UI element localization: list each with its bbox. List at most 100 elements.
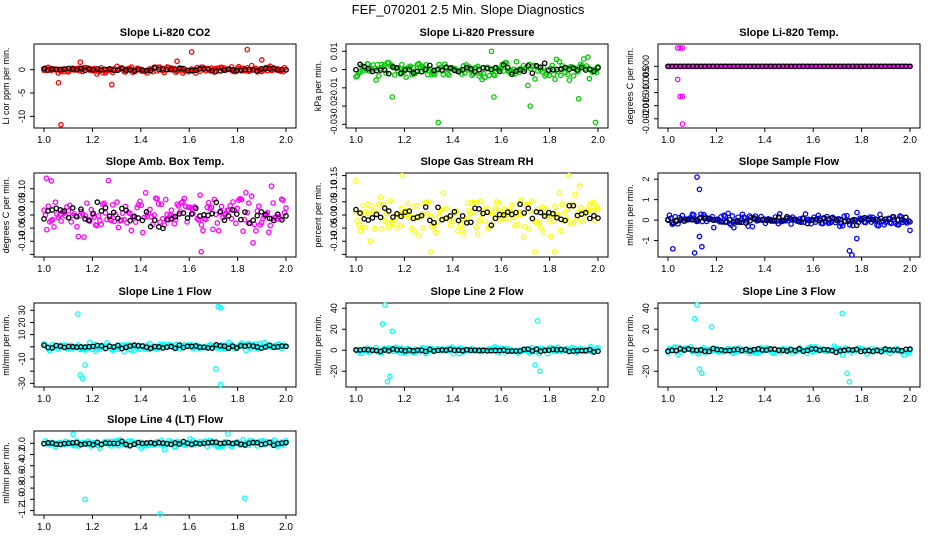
data-point (566, 172, 572, 179)
reference-point (447, 213, 454, 219)
data-point (815, 212, 822, 219)
data-point (436, 213, 442, 220)
data-point (509, 202, 515, 208)
data-point (708, 324, 715, 330)
reference-series (41, 65, 289, 75)
reference-point (796, 218, 803, 225)
reference-point (381, 67, 388, 73)
reference-point (283, 213, 289, 219)
chart-title: Slope Li-820 CO2 (120, 27, 210, 39)
data-point (679, 93, 686, 100)
chart-title: Slope Line 4 (LT) Flow (107, 414, 223, 426)
data-point (699, 243, 705, 250)
data-point (151, 212, 158, 218)
data-point (555, 211, 561, 218)
data-point (408, 225, 415, 232)
data-point (552, 76, 558, 83)
reference-point (213, 199, 220, 206)
reference-point (381, 205, 388, 211)
reference-point (492, 64, 499, 71)
data-point (411, 228, 418, 235)
x-tick-label: 1.4 (134, 264, 148, 275)
y-tick-label: -0.03 (329, 114, 339, 135)
data-series (41, 46, 289, 128)
data-point (524, 201, 531, 208)
reference-point (61, 208, 68, 214)
reference-point (886, 216, 893, 222)
x-tick-label: 1.8 (543, 394, 557, 405)
data-point (157, 219, 163, 225)
reference-series (665, 63, 913, 70)
plot-frame (345, 302, 609, 388)
reference-point (258, 209, 265, 215)
data-point (567, 220, 574, 227)
data-point (590, 199, 597, 206)
reference-point (418, 212, 425, 219)
reference-point (180, 210, 187, 216)
data-point (586, 75, 593, 82)
data-point (566, 77, 573, 83)
x-tick-label: 2.0 (903, 135, 917, 146)
data-point (384, 378, 391, 385)
reference-series (41, 341, 289, 352)
reference-point (279, 217, 285, 223)
reference-point (570, 202, 577, 209)
data-point (474, 231, 481, 237)
data-point (416, 232, 422, 239)
y-tick-label: 2 (641, 177, 651, 182)
reference-point (65, 214, 72, 221)
data-point (679, 121, 686, 127)
data-point (197, 192, 203, 199)
data-point (489, 211, 495, 217)
reference-point (90, 441, 97, 448)
reference-point (903, 214, 909, 221)
data-point (353, 178, 359, 184)
reference-point (114, 215, 121, 222)
data-point (589, 207, 596, 214)
data-point (45, 203, 52, 210)
data-point (389, 328, 396, 335)
reference-series (353, 201, 601, 229)
reference-point (726, 216, 733, 223)
chart-title: Slope Li-820 Temp. (739, 27, 838, 39)
data-point (494, 206, 501, 213)
reference-point (365, 217, 372, 224)
reference-point (394, 65, 400, 71)
data-point (98, 221, 105, 228)
reference-point (353, 206, 359, 213)
data-point (592, 119, 599, 126)
x-tick-label: 1.0 (661, 264, 675, 275)
data-point (570, 72, 577, 79)
x-tick-label: 1.2 (85, 264, 99, 275)
y-tick-label: 0.05 (17, 193, 27, 211)
y-tick-label: 0.000 (641, 55, 651, 78)
y-tick-label: -30 (17, 377, 27, 390)
data-point (357, 227, 364, 234)
data-point (547, 233, 554, 240)
data-point (428, 248, 434, 255)
data-point (368, 202, 375, 209)
reference-series (665, 345, 913, 356)
y-tick-label: 0 (17, 67, 27, 72)
x-tick-label: 1.4 (758, 394, 772, 405)
data-point (556, 58, 563, 65)
x-tick-label: 1.0 (37, 522, 51, 533)
reference-point (890, 214, 897, 220)
y-tick-label: -0.6 (17, 469, 27, 485)
chart-title: Slope Gas Stream RH (420, 156, 533, 168)
reference-point (225, 213, 232, 219)
data-point (565, 71, 571, 78)
y-tick-label: -0.05 (329, 218, 339, 239)
reference-point (426, 62, 433, 69)
chart-title: Slope Line 2 Flow (431, 286, 524, 298)
y-tick-label: -0.05 (17, 218, 27, 239)
data-point (694, 302, 700, 308)
data-point (492, 205, 498, 212)
data-point (846, 378, 853, 385)
data-point (492, 72, 498, 79)
x-tick-label: 1.4 (134, 135, 148, 146)
x-tick-label: 1.4 (446, 135, 460, 146)
reference-point (800, 215, 807, 222)
reference-point (586, 66, 593, 72)
reference-point (595, 348, 601, 355)
